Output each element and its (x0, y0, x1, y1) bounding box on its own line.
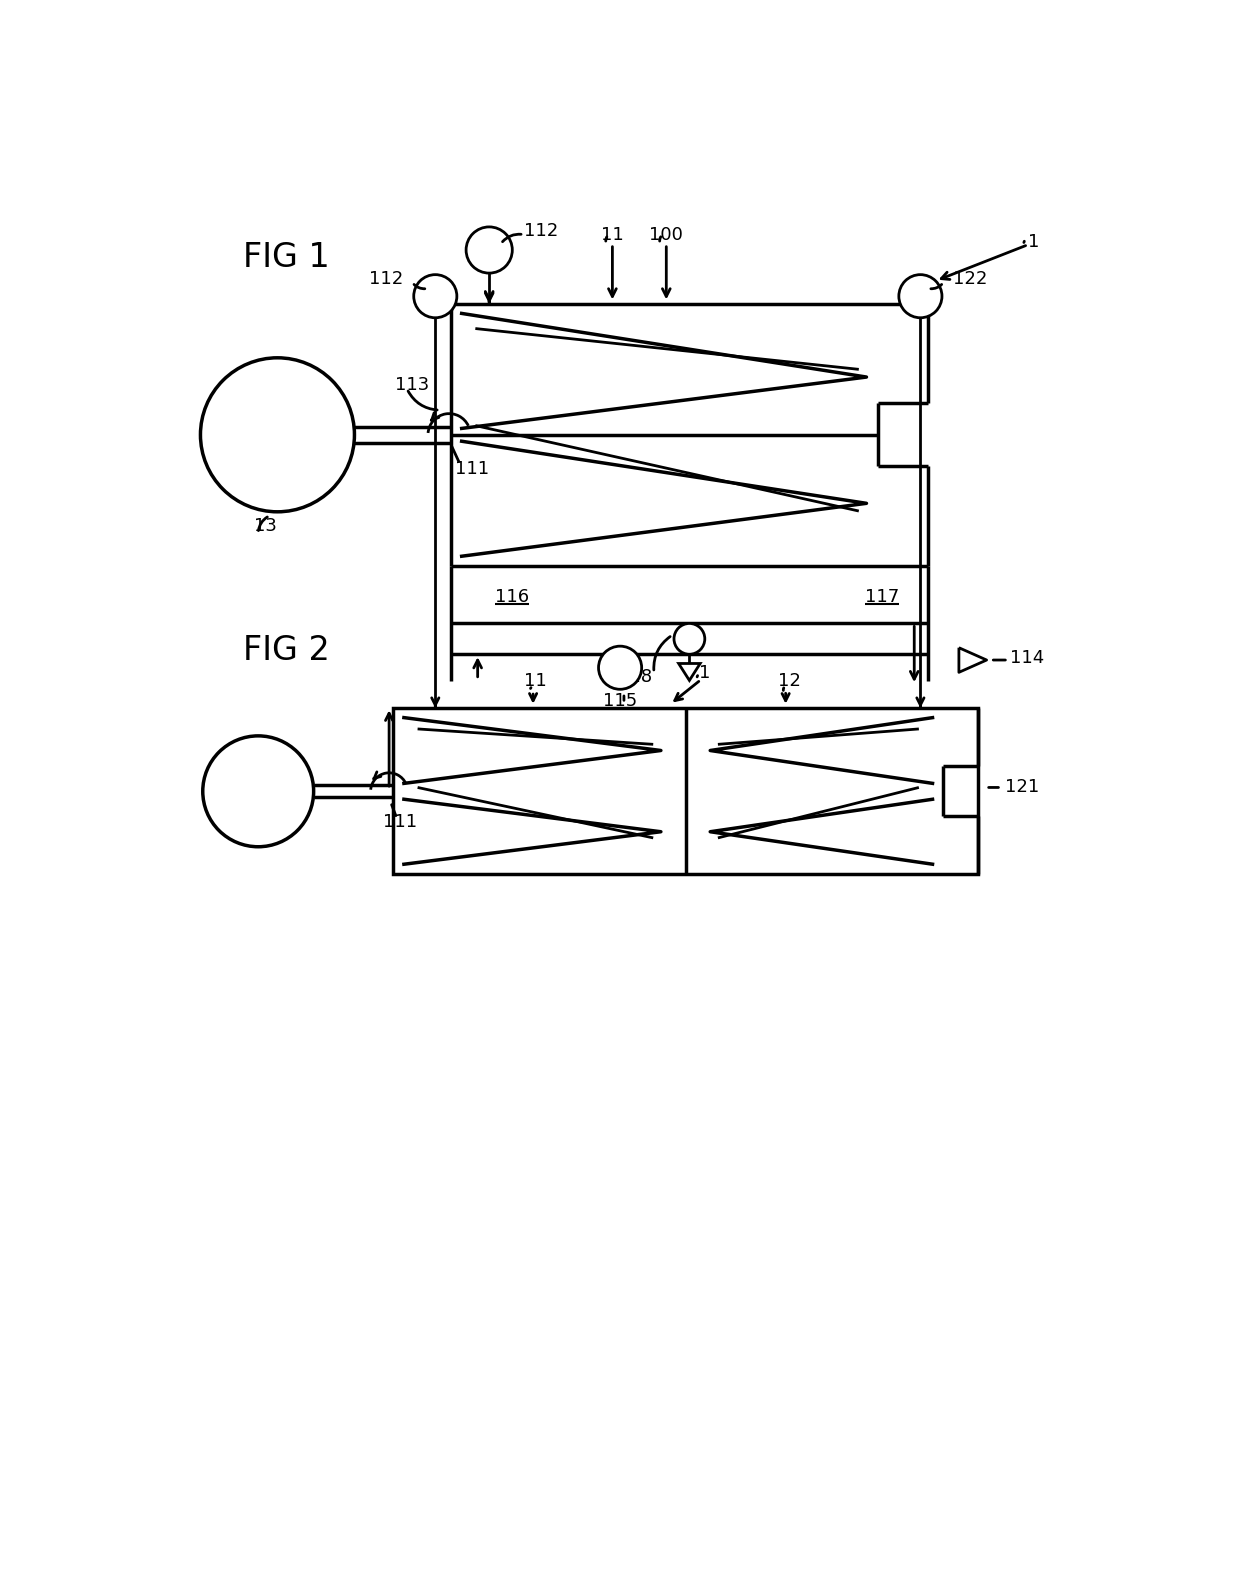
Text: 113: 113 (396, 375, 429, 394)
Text: 100: 100 (650, 226, 683, 243)
Text: 117: 117 (864, 587, 899, 606)
Circle shape (466, 228, 512, 273)
Text: 11: 11 (601, 226, 624, 243)
Text: 114: 114 (1009, 650, 1044, 667)
Circle shape (414, 275, 456, 317)
Text: FIG 2: FIG 2 (243, 634, 330, 667)
Bar (393, 708, 978, 873)
Text: 11: 11 (525, 672, 547, 691)
Text: 1: 1 (1028, 234, 1039, 251)
Text: 111: 111 (455, 460, 490, 479)
Text: 112: 112 (368, 270, 403, 289)
Circle shape (203, 736, 314, 846)
Text: 1: 1 (699, 664, 711, 683)
Text: 111: 111 (383, 813, 417, 831)
Polygon shape (678, 664, 701, 680)
Circle shape (675, 623, 704, 655)
Text: 116: 116 (495, 587, 529, 606)
Text: 121: 121 (1006, 779, 1039, 796)
Text: 112: 112 (523, 221, 558, 240)
Text: 115: 115 (603, 692, 637, 710)
Text: FIG 1: FIG 1 (243, 242, 330, 275)
Text: 118: 118 (619, 669, 652, 686)
Text: 13: 13 (254, 517, 278, 535)
Circle shape (599, 647, 641, 689)
Circle shape (899, 275, 942, 317)
Text: 12: 12 (777, 672, 801, 691)
Circle shape (201, 358, 355, 512)
Text: 122: 122 (952, 270, 987, 289)
